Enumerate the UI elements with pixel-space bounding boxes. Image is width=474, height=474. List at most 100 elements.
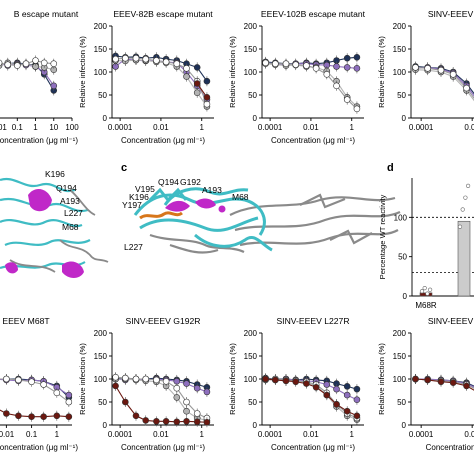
data-point: [343, 64, 351, 71]
data-point: [312, 383, 320, 391]
data-point: [153, 57, 160, 64]
data-point: [292, 61, 300, 68]
series-4: [262, 57, 361, 114]
x-tick-label: 0.0001: [409, 123, 434, 132]
data-point: [292, 378, 300, 386]
y-tick-label: 150: [94, 45, 108, 54]
y-tick-label: 200: [94, 329, 108, 338]
data-point: [203, 94, 211, 101]
data-point: [343, 96, 351, 103]
bar-point: [422, 286, 427, 291]
data-point: [122, 374, 129, 382]
data-point: [153, 376, 160, 384]
chart-4: SINV-EEEV 0 50 100 150 200 Relative infection …: [377, 9, 474, 132]
y-tick-label: 0: [402, 114, 407, 123]
x-tick-label: 0.01: [0, 123, 7, 132]
left-label-m68: M68: [62, 222, 79, 232]
series-5: [262, 374, 361, 421]
x-tick-label: 0.0001: [409, 430, 434, 439]
y-tick-label: 100: [244, 375, 258, 384]
data-point: [449, 379, 457, 386]
series-4: [112, 53, 211, 110]
bar-point: [428, 287, 433, 292]
series-line: [265, 378, 358, 417]
y-axis-label: Relative infection (%): [78, 36, 87, 108]
data-point: [53, 389, 61, 397]
data-point: [203, 418, 211, 426]
chart-title: EEEV-82B escape mutant: [113, 9, 213, 19]
bar-category-label: M68R: [415, 301, 437, 310]
axes: [261, 26, 364, 119]
left-structure: K196 Q194 A193 L227 M68: [0, 169, 109, 278]
panel-letter-d: d: [387, 162, 394, 174]
x-tick-label: 0.0001: [258, 123, 283, 132]
data-point: [323, 381, 331, 388]
data-point: [437, 378, 445, 386]
series-line: [265, 62, 358, 110]
x-tick-label: 0.01: [303, 430, 319, 439]
chart-2: EEEV-82B escape mutant 0 50 100 150 200 Relati…: [78, 9, 214, 145]
series-3: [0, 374, 73, 407]
bar-point: [460, 207, 465, 212]
x-axis-label: Concentration (μg ml⁻¹): [0, 443, 78, 452]
y-tick-label: 200: [94, 22, 108, 31]
data-point: [65, 413, 73, 421]
x-tick-label: 0.01: [303, 123, 319, 132]
x-tick-label: 1: [199, 430, 204, 439]
x-tick-label: 100: [65, 123, 79, 132]
label-v195: V195: [135, 184, 155, 194]
y-tick-label: 100: [393, 375, 407, 384]
data-point: [203, 77, 211, 85]
panel-c-structure: c Q194 G192 V195 A193: [121, 162, 401, 254]
data-point: [14, 62, 21, 69]
data-point: [28, 378, 35, 386]
y-tick-label: 100: [394, 213, 408, 222]
series-5: [193, 78, 211, 103]
y-tick-label: 50: [248, 398, 257, 407]
data-point: [303, 380, 310, 387]
x-axis-label: Concentration (μg ml⁻¹): [271, 443, 355, 452]
structure-highlight-orange: [139, 211, 183, 220]
series-line: [265, 56, 357, 65]
data-point: [112, 373, 119, 381]
series-4: [412, 62, 474, 99]
data-point: [3, 375, 10, 383]
data-point: [183, 73, 190, 80]
y-axis-label: Relative infection (%): [228, 343, 237, 415]
y-tick-label: 200: [393, 22, 407, 31]
data-point: [183, 398, 190, 406]
left-label-l227: L227: [64, 208, 83, 218]
data-point: [122, 54, 129, 62]
structure-ribbon-grey: [149, 193, 401, 254]
chart-title: SINV-EEEV: [428, 9, 474, 19]
series-line: [265, 63, 358, 107]
data-point: [162, 418, 170, 425]
data-point: [449, 71, 457, 78]
chart-3: EEEV-102B escape mutant 0 50 100 150 200 Relat…: [228, 9, 366, 145]
data-point: [132, 375, 140, 383]
data-point: [132, 412, 140, 420]
x-tick-label: 1: [33, 123, 38, 132]
chart-7: SINV-EEEV G192R 0 50 100 150 200 Relative infe…: [78, 316, 214, 452]
series-line: [265, 378, 358, 401]
data-point: [272, 60, 279, 68]
series-line: [265, 378, 358, 419]
data-point: [53, 412, 61, 420]
x-tick-label: 1: [199, 123, 204, 132]
data-point: [112, 382, 119, 390]
x-tick-label: 0.01: [153, 430, 169, 439]
bar-point: [419, 289, 425, 294]
data-point: [262, 375, 269, 383]
data-point: [183, 407, 190, 415]
data-point: [173, 60, 181, 68]
data-point: [272, 376, 279, 384]
x-axis-label: Concentration: [426, 443, 474, 452]
data-point: [173, 418, 181, 426]
x-tick-label: 0.01: [464, 123, 474, 132]
series-1: [0, 374, 73, 403]
series-line: [115, 378, 208, 421]
chart-9: SINV-EEEV 0 50 100 150 200 Relative infection …: [377, 316, 474, 452]
label-q194: Q194: [158, 177, 179, 187]
data-point: [15, 376, 22, 384]
data-point: [303, 62, 310, 69]
